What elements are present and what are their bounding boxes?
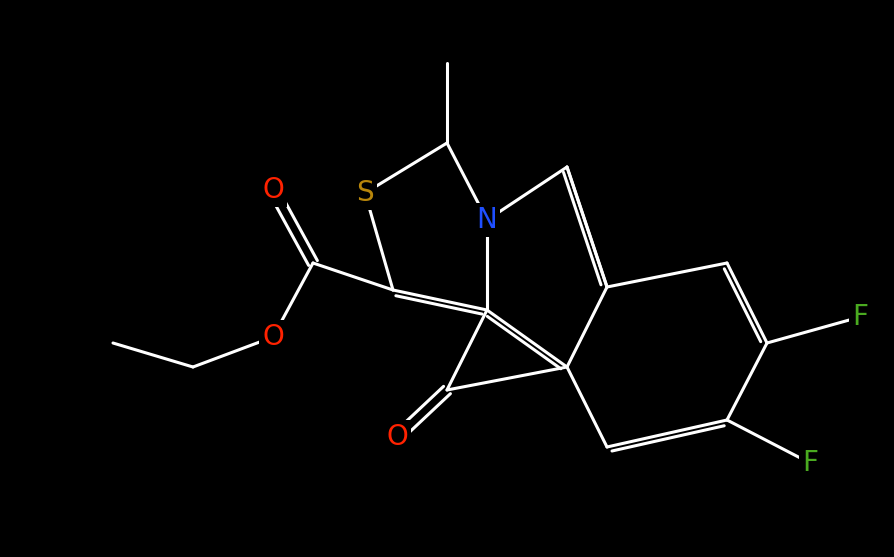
Text: O: O — [385, 423, 408, 451]
Text: F: F — [801, 449, 817, 477]
Text: O: O — [262, 323, 283, 351]
Text: O: O — [262, 176, 283, 204]
Text: N: N — [477, 206, 497, 234]
Text: S: S — [356, 179, 374, 207]
Text: F: F — [851, 303, 867, 331]
